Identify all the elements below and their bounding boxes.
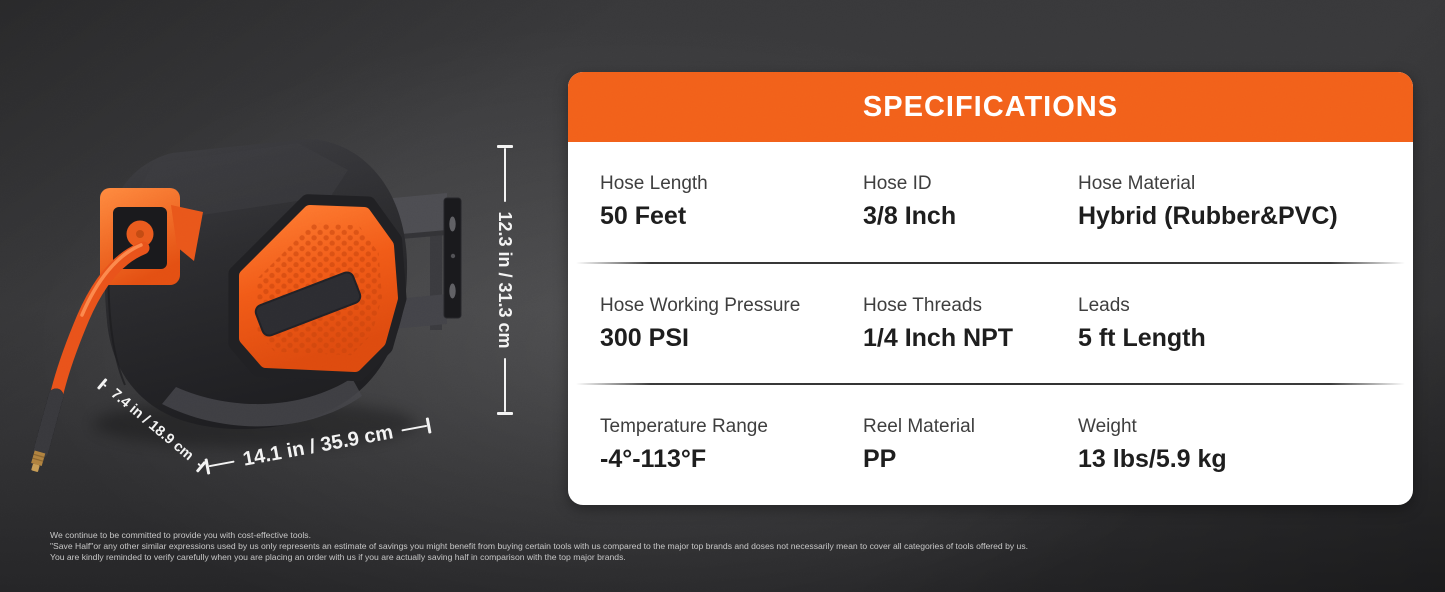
spec-hose-id: Hose ID 3/8 Inch [863, 173, 1078, 231]
spec-row-1: Hose Length 50 Feet Hose ID 3/8 Inch Hos… [568, 142, 1413, 262]
spec-value: PP [863, 445, 897, 474]
dimension-height: 12.3 in / 31.3 cm [494, 145, 516, 415]
dimension-height-label: 12.3 in / 31.3 cm [495, 211, 516, 349]
specifications-body: Hose Length 50 Feet Hose ID 3/8 Inch Hos… [568, 142, 1413, 505]
spec-label: Hose ID [863, 173, 932, 195]
spec-value: -4°-113°F [600, 445, 707, 474]
specifications-header: SPECIFICATIONS [568, 72, 1413, 142]
spec-leads: Leads 5 ft Length [1078, 295, 1413, 353]
dimension-line [208, 460, 235, 468]
specifications-card: SPECIFICATIONS Hose Length 50 Feet Hose … [568, 72, 1413, 505]
spec-label: Leads [1078, 294, 1130, 316]
dimension-line [503, 147, 507, 203]
spec-row-2: Hose Working Pressure 300 PSI Hose Threa… [568, 264, 1413, 384]
spec-label: Hose Threads [863, 294, 982, 316]
spec-value: 13 lbs/5.9 kg [1078, 445, 1227, 474]
disclaimer-line: We continue to be committed to provide y… [50, 530, 311, 540]
spec-working-pressure: Hose Working Pressure 300 PSI [600, 295, 863, 353]
spec-label: Weight [1078, 416, 1137, 438]
dimension-cap [497, 412, 513, 415]
hose-reel-illustration [31, 139, 462, 472]
spec-label: Hose Length [600, 173, 708, 195]
spec-label: Temperature Range [600, 416, 768, 438]
spec-value: Hybrid (Rubber&PVC) [1078, 201, 1338, 230]
spec-label: Hose Material [1078, 173, 1196, 195]
spec-row-3: Temperature Range -4°-113°F Reel Materia… [568, 385, 1413, 505]
dimension-line [401, 424, 428, 432]
spec-label: Reel Material [863, 416, 975, 438]
dimension-line [503, 357, 507, 413]
disclaimer-line: "Save Half"or any other similar expressi… [50, 541, 1029, 551]
spec-hose-material: Hose Material Hybrid (Rubber&PVC) [1078, 173, 1413, 231]
spec-hose-length: Hose Length 50 Feet [600, 173, 863, 231]
spec-label: Hose Working Pressure [600, 294, 801, 316]
hose-fitting [31, 450, 46, 472]
disclaimer-line: You are kindly reminded to verify carefu… [50, 552, 626, 562]
spec-weight: Weight 13 lbs/5.9 kg [1078, 416, 1413, 474]
spec-value: 3/8 Inch [863, 201, 957, 230]
spec-value: 5 ft Length [1078, 323, 1206, 352]
spec-value: 300 PSI [600, 323, 689, 352]
disclaimer: We continue to be committed to provide y… [50, 530, 1090, 563]
spec-value: 1/4 Inch NPT [863, 323, 1014, 352]
specifications-title: SPECIFICATIONS [862, 90, 1119, 123]
spec-reel-material: Reel Material PP [863, 416, 1078, 474]
spec-hose-threads: Hose Threads 1/4 Inch NPT [863, 295, 1078, 353]
spec-value: 50 Feet [600, 201, 687, 230]
spec-temperature-range: Temperature Range -4°-113°F [600, 416, 863, 474]
